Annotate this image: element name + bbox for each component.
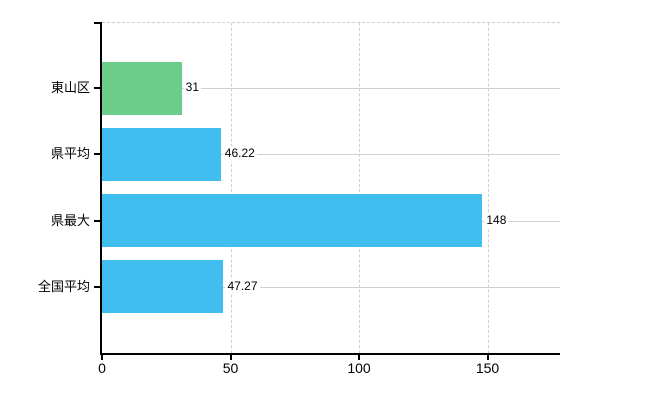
x-axis-tick-label: 100: [347, 360, 371, 376]
plot-top-border: [102, 22, 560, 23]
category-row-gridline: [102, 286, 560, 288]
vertical-gridline-100: [359, 23, 360, 353]
y-axis-line: [100, 22, 102, 355]
bar-全国平均[interactable]: [102, 260, 224, 314]
category-label-県最大: 県最大: [50, 212, 90, 228]
y-axis-tick: [94, 153, 100, 156]
x-axis-tick-label: 50: [222, 360, 239, 376]
y-axis-tick: [94, 219, 100, 222]
category-label-県平均: 県平均: [50, 146, 90, 162]
category-label-全国平均: 全国平均: [37, 278, 90, 294]
y-axis-tick: [94, 87, 100, 90]
x-axis-tick-label: 0: [98, 360, 106, 376]
category-label-東山区: 東山区: [50, 80, 90, 96]
x-axis-tick-150: [486, 355, 489, 360]
x-axis-tick-0: [101, 355, 103, 360]
y-axis-top-tick: [94, 22, 102, 24]
x-axis-tick-50: [229, 355, 232, 360]
bar-value-label: 47.27: [225, 278, 260, 294]
bar-value-label: 148: [484, 212, 509, 228]
bar-value-label: 31: [183, 80, 202, 96]
y-axis-tick: [94, 285, 100, 288]
x-axis-tick-100: [358, 355, 360, 360]
vertical-gridline-50: [230, 23, 232, 353]
bar-東山区[interactable]: [102, 61, 182, 115]
bar-県最大[interactable]: [102, 194, 483, 248]
category-row-gridline: [102, 88, 560, 90]
vertical-gridline-150: [487, 23, 489, 353]
category-row-gridline: [102, 154, 560, 156]
bar-県平均[interactable]: [102, 127, 221, 181]
x-axis-line: [100, 353, 560, 355]
bar-value-label: 46.22: [222, 146, 257, 162]
x-axis-tick-label: 150: [475, 360, 500, 376]
